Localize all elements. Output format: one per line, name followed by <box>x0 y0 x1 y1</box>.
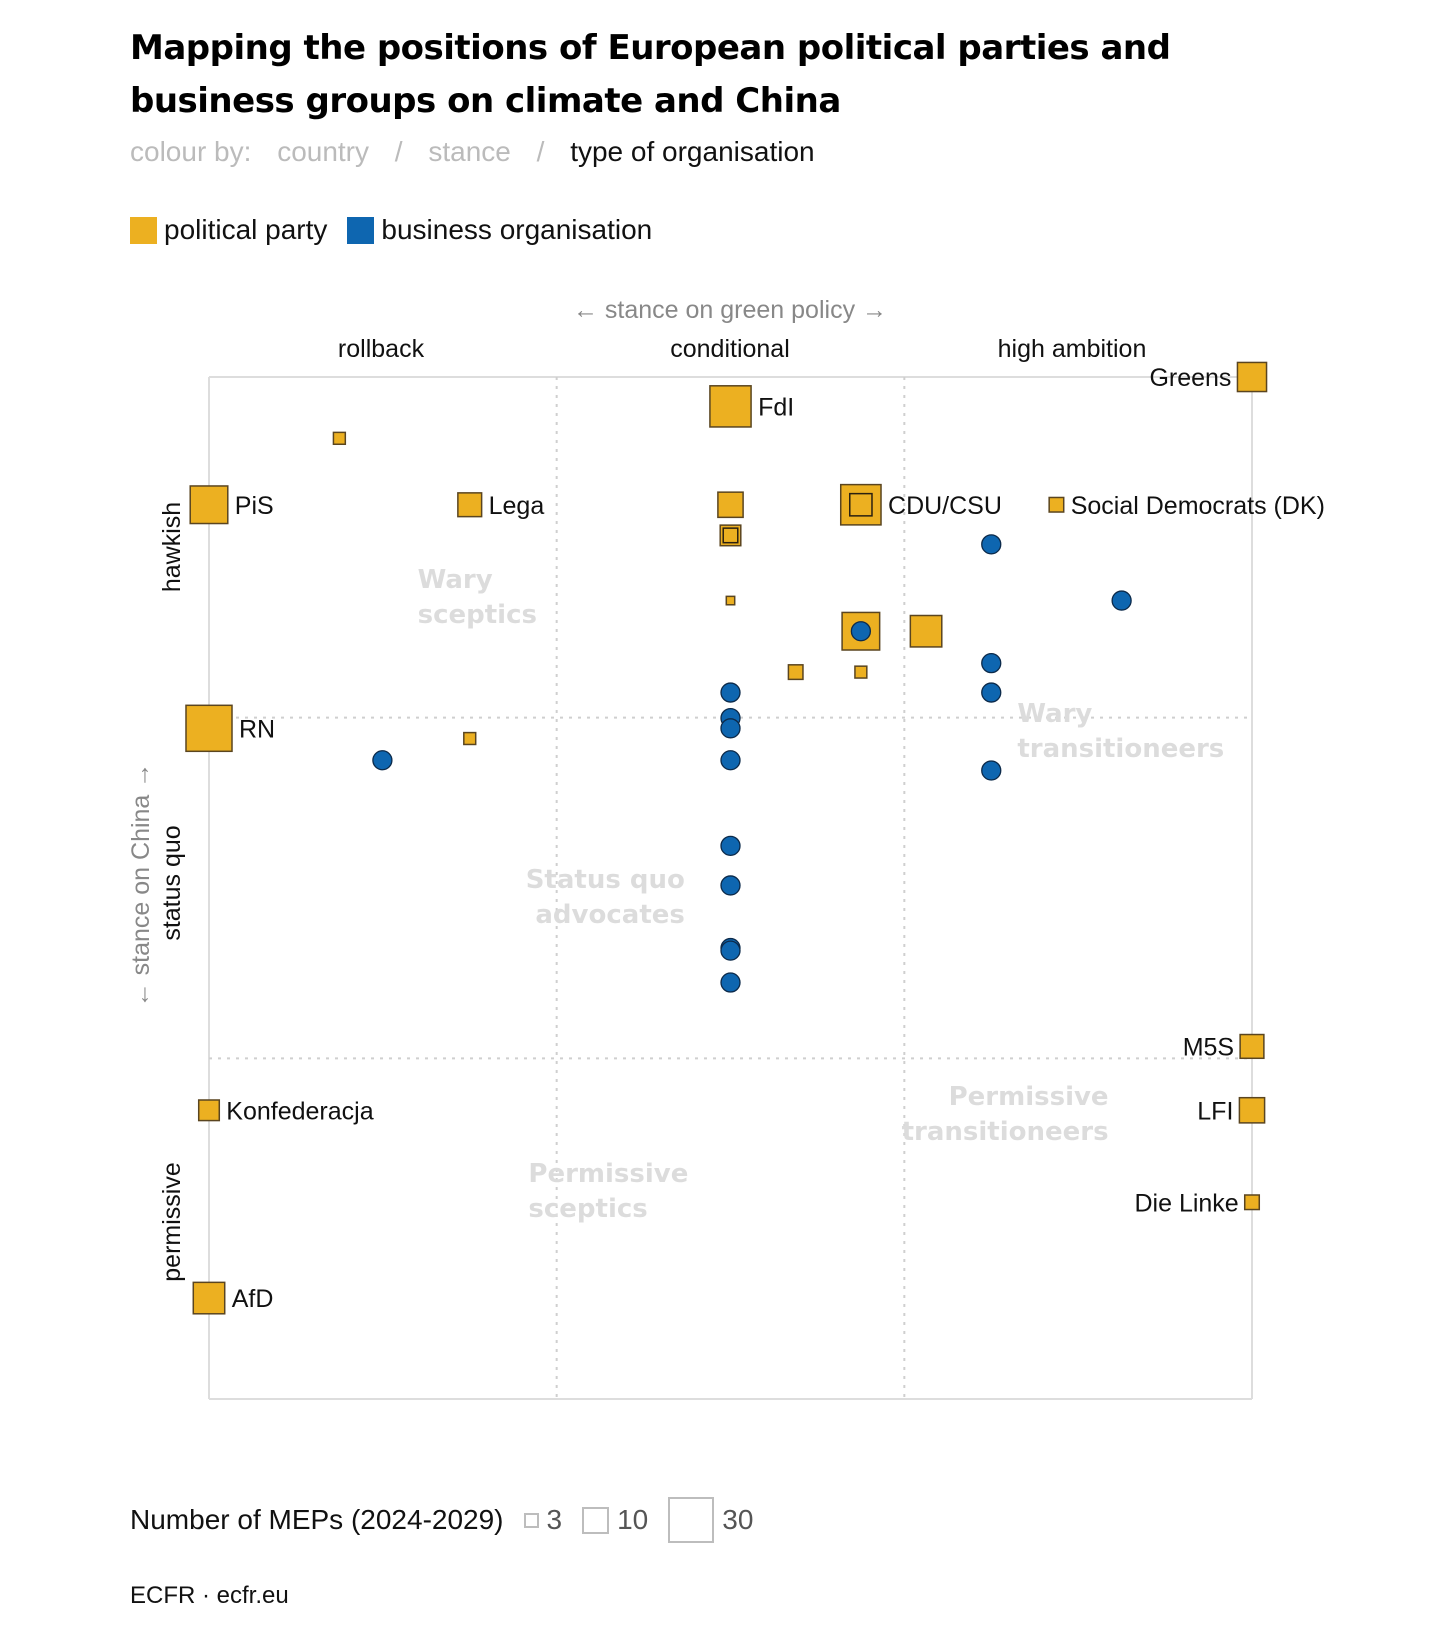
party-marker <box>787 664 804 681</box>
party-label: Die Linke <box>1134 1189 1238 1217</box>
party-marker <box>709 385 752 428</box>
party-marker <box>854 665 868 679</box>
quadrant-label-line: transitioneers <box>1017 734 1224 764</box>
business-marker <box>720 682 741 703</box>
size-legend-square-medium <box>582 1506 610 1534</box>
size-legend-value: 30 <box>722 1504 754 1535</box>
legend-label: business organisation <box>381 214 653 245</box>
business-marker <box>981 682 1002 703</box>
quadrant-labels: Wary sceptics Wary transitioneers Status quo… <box>418 565 1225 1224</box>
business-marker <box>1111 590 1132 611</box>
x-category-label: high ambition <box>998 335 1147 363</box>
size-legend-square-small <box>523 1512 539 1528</box>
color-legend: political party business organisation <box>130 214 672 246</box>
party-marker <box>457 492 483 518</box>
quadrant-label-line: Wary <box>1017 699 1092 729</box>
colour-by-label: colour by: <box>130 136 252 167</box>
quadrant-label-line: Permissive <box>528 1159 688 1189</box>
y-category-label: hawkish <box>158 502 186 592</box>
party-marker-inner <box>849 492 873 517</box>
data-labels: Greens FdI PiS Lega CDU/CSU Social Democrats … <box>226 364 1325 1313</box>
party-label: CDU/CSU <box>888 492 1002 520</box>
party-label: LFI <box>1197 1097 1233 1125</box>
quadrant-label: Status quo advocates <box>526 865 685 930</box>
quadrant-label: Wary sceptics <box>418 565 537 630</box>
business-marker <box>720 875 741 896</box>
y-category-label: permissive <box>158 1162 186 1281</box>
separator: / <box>536 136 545 167</box>
business-marker <box>720 835 741 856</box>
party-label: RN <box>239 715 275 743</box>
party-label: Lega <box>489 492 545 520</box>
business-marker <box>720 972 741 993</box>
x-category-label: rollback <box>338 335 425 363</box>
quadrant-label-line: Status quo <box>526 865 685 895</box>
quadrant-label-line: Wary <box>418 565 493 595</box>
quadrant-label-line: advocates <box>535 900 684 930</box>
colour-by-option-type-of-organisation[interactable]: type of organisation <box>570 136 815 167</box>
quadrant-label-line: sceptics <box>528 1194 647 1224</box>
party-marker <box>1048 496 1065 513</box>
quadrant-label: Wary transitioneers <box>1017 699 1224 764</box>
colour-by-option-country[interactable]: country <box>277 136 370 167</box>
party-marker <box>909 614 943 648</box>
party-marker <box>1239 1033 1265 1060</box>
quadrant-label-line: sceptics <box>418 600 537 630</box>
legend-label: political party <box>164 214 328 245</box>
party-marker <box>463 731 477 746</box>
size-legend-square-large <box>668 1497 715 1543</box>
y-category-label: status quo <box>158 825 186 940</box>
legend-swatch-business-organisation <box>347 216 375 244</box>
business-marker <box>720 750 741 771</box>
quadrant-label: Permissive transitioneers <box>902 1082 1109 1147</box>
party-label: FdI <box>758 393 794 421</box>
party-marker <box>192 1281 226 1315</box>
party-label: Konfederacja <box>226 1097 373 1125</box>
party-marker <box>717 491 744 519</box>
colour-by-selector: colour by: country / stance / type of or… <box>130 136 833 168</box>
size-legend: Number of MEPs (2024-2029) 3 10 30 <box>130 1497 773 1543</box>
axes: ← stance on green policy → rollback cond… <box>127 296 1146 1282</box>
party-label: M5S <box>1183 1033 1234 1061</box>
quadrant-label: Permissive sceptics <box>528 1159 688 1224</box>
party-label: Greens <box>1149 364 1231 392</box>
business-marker <box>981 653 1002 674</box>
business-marker <box>720 718 741 739</box>
x-category-label: conditional <box>670 335 790 363</box>
size-legend-value: 3 <box>546 1504 563 1535</box>
party-marker <box>185 704 233 753</box>
separator: / <box>394 136 403 167</box>
chart-title: Mapping the positions of European politi… <box>130 28 1171 121</box>
y-axis-title: ← stance on China → <box>127 763 155 1008</box>
colour-by-option-stance[interactable]: stance <box>428 136 511 167</box>
size-legend-value: 10 <box>617 1504 649 1535</box>
quadrant-label-line: Permissive <box>949 1082 1109 1112</box>
party-label: Social Democrats (DK) <box>1071 492 1325 520</box>
business-marker <box>850 621 872 642</box>
grid <box>208 376 1253 1400</box>
quadrant-label-line: transitioneers <box>902 1117 1109 1147</box>
data-marks <box>185 361 1268 1315</box>
party-label: PiS <box>235 492 274 520</box>
scatter-plot: Wary sceptics Wary transitioneers Status quo… <box>127 296 1325 1400</box>
party-marker <box>1243 1194 1261 1211</box>
size-legend-label: Number of MEPs (2024-2029) <box>130 1504 504 1535</box>
business-marker <box>981 760 1002 781</box>
party-marker <box>197 1099 221 1122</box>
legend-item-business-organisation: business organisation <box>347 214 652 246</box>
party-marker <box>189 485 229 525</box>
x-axis-title: ← stance on green policy → <box>573 296 887 324</box>
business-marker <box>720 940 741 961</box>
party-marker <box>1236 361 1268 393</box>
source-credit: ECFR · ecfr.eu <box>130 1582 289 1609</box>
party-marker <box>725 595 736 606</box>
party-marker-inner <box>722 527 739 544</box>
legend-item-political-party: political party <box>130 214 327 246</box>
party-marker <box>1238 1096 1266 1124</box>
legend-swatch-political-party <box>130 216 157 244</box>
business-marker <box>372 750 393 771</box>
party-marker <box>332 431 347 446</box>
party-label: AfD <box>232 1285 274 1313</box>
business-marker <box>981 534 1002 555</box>
